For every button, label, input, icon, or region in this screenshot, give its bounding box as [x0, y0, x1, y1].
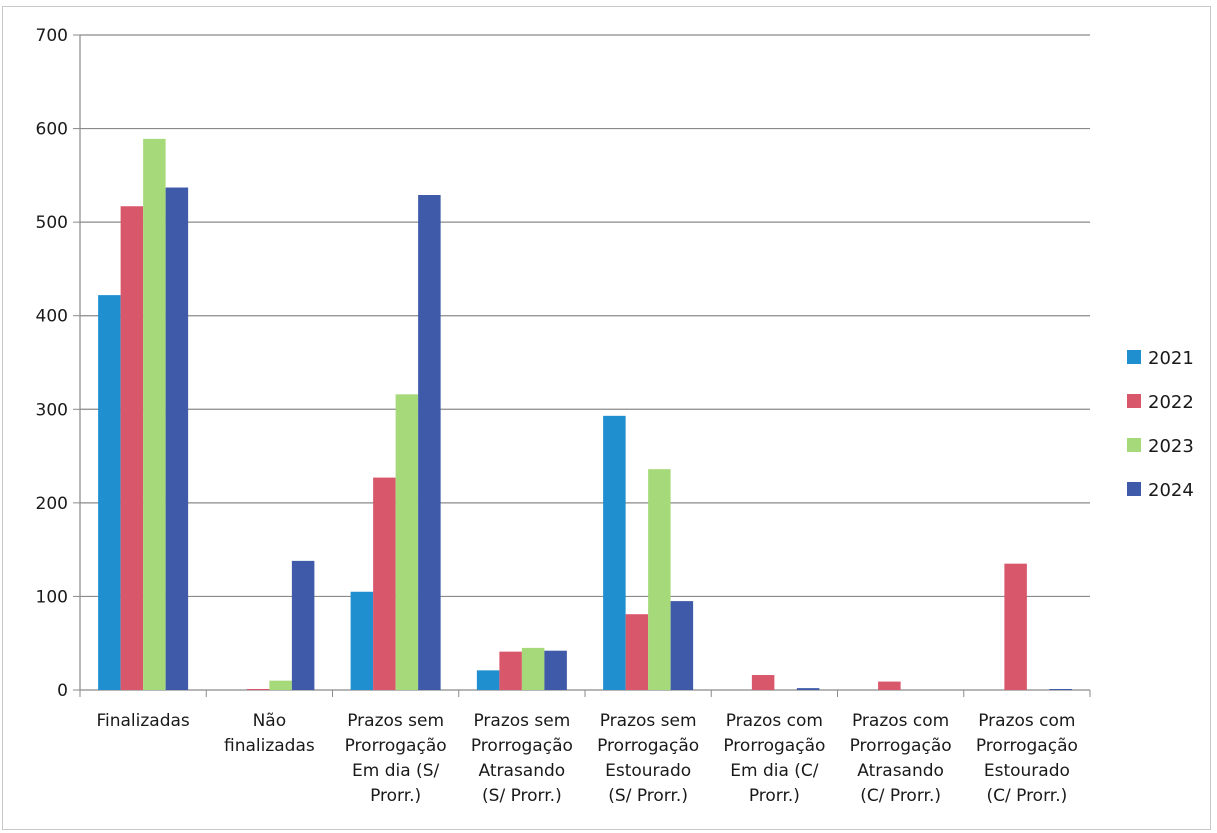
bar-2022-cat-1: [120, 206, 144, 690]
y-axis-tick-labels: 0 100 200 300 400 500 600 700: [36, 26, 68, 701]
bar-2023-cat-1: [143, 138, 166, 691]
x-category-label: Prazos com Prorrogação Estourado (C/ Prorr.…: [976, 711, 1078, 806]
bar-2022-cat-5: [625, 614, 649, 690]
bar-2024-cat-8: [1049, 689, 1072, 690]
legend-label-2024: 2024: [1148, 480, 1194, 501]
x-category-label-line: Prorrogação: [345, 736, 447, 756]
bar-2022-cat-2: [246, 689, 270, 690]
x-category-label-line: Prorr.): [749, 786, 800, 806]
x-category-label-line: (S/ Prorr.): [482, 786, 562, 806]
legend-label-2021: 2021: [1148, 348, 1194, 369]
bar-2022-cat-6: [751, 675, 775, 690]
x-category-label: Prazos com Prorrogação Em dia (C/Prorr.): [723, 711, 825, 806]
x-category-label-line: Prorrogação: [850, 736, 952, 756]
bar-2023-cat-4: [521, 647, 545, 690]
x-category-label-line: Estourado: [984, 761, 1070, 781]
x-category-label-line: Atrasando: [479, 761, 566, 781]
x-category-label-line: Estourado: [605, 761, 691, 781]
x-category-label-line: Não: [253, 711, 287, 731]
bar-2024-cat-2: [291, 560, 315, 690]
bar-2023-cat-2: [269, 680, 292, 690]
legend-label-2023: 2023: [1148, 436, 1194, 457]
bar-2021-cat-5: [603, 415, 626, 690]
legend-swatch-2024: [1127, 482, 1141, 496]
bar-2024-cat-6: [796, 688, 820, 690]
bar-2024-cat-5: [670, 601, 694, 690]
x-category-label-line: Em dia (S/: [352, 761, 439, 781]
x-category-label-line: Prazos com: [978, 711, 1075, 731]
x-category-label: Prazos sem Prorrogação Em dia (S/Prorr.): [345, 711, 447, 806]
axes: [73, 34, 1091, 697]
x-category-label: Prazos com Prorrogação Atrasando (C/ Prorr.…: [850, 711, 952, 806]
legend-swatch-2022: [1127, 394, 1141, 408]
y-tick-label: 100: [36, 587, 68, 607]
x-category-label-line: Em dia (C/: [730, 761, 819, 781]
y-tick-label: 0: [57, 681, 68, 701]
bar-2024-cat-1: [165, 187, 189, 690]
x-category-label-line: Prazos com: [726, 711, 823, 731]
legend-swatch-2023: [1127, 438, 1141, 452]
legend-label-2022: 2022: [1148, 392, 1194, 413]
x-category-label-line: Prazos com: [852, 711, 949, 731]
x-category-label-line: Prorrogação: [976, 736, 1078, 756]
bar-2021-cat-4: [476, 670, 500, 690]
x-category-label-line: Prorr.): [370, 786, 421, 806]
bar-2022-cat-3: [373, 477, 396, 690]
x-category-label-line: Prorrogação: [723, 736, 825, 756]
bar-2021-cat-1: [98, 295, 121, 690]
gridlines: [80, 34, 1090, 598]
x-category-label-line: Prazos sem: [347, 711, 444, 731]
x-category-label: Prazos sem Prorrogação Estourado (S/ Prorr.…: [597, 711, 699, 806]
bar-2022-cat-7: [878, 681, 901, 690]
bar-2024-cat-3: [418, 195, 441, 690]
bar-2023-cat-5: [648, 469, 671, 690]
x-category-label: Não finalizadas: [224, 711, 315, 756]
x-axis-category-labels: Finalizadas Não finalizadas Prazos sem Prorr…: [96, 711, 1077, 806]
x-category-label-line: (S/ Prorr.): [608, 786, 688, 806]
bar-2024-cat-4: [544, 650, 567, 690]
x-category-label-line: Prazos sem: [473, 711, 570, 731]
x-category-label-line: Prorrogação: [471, 736, 573, 756]
y-tick-label: 600: [36, 120, 68, 140]
x-category-label-line: (C/ Prorr.): [986, 786, 1067, 806]
y-tick-label: 300: [36, 400, 68, 420]
y-tick-label: 400: [36, 307, 68, 327]
bar-2021-cat-3: [350, 591, 374, 690]
bars: [98, 138, 1072, 691]
x-category-label-line: Atrasando: [857, 761, 944, 781]
x-category-label-line: Finalizadas: [96, 711, 189, 731]
bar-2023-cat-3: [395, 394, 419, 690]
bar-2022-cat-4: [499, 651, 522, 690]
bar-2022-cat-8: [1004, 563, 1027, 690]
x-category-label-line: finalizadas: [224, 736, 315, 756]
y-tick-label: 700: [36, 26, 68, 46]
x-category-label-line: Prazos sem: [600, 711, 697, 731]
x-category-label-line: Prorrogação: [597, 736, 699, 756]
legend-swatch-2021: [1127, 350, 1141, 364]
x-category-label: Prazos sem Prorrogação Atrasando (S/ Prorr.…: [471, 711, 573, 806]
y-tick-label: 500: [36, 213, 68, 233]
x-category-label-line: (C/ Prorr.): [860, 786, 941, 806]
legend: 2021 2022 2023 2024: [1127, 348, 1194, 501]
x-category-label: Finalizadas: [96, 711, 189, 731]
y-tick-label: 200: [36, 494, 68, 514]
